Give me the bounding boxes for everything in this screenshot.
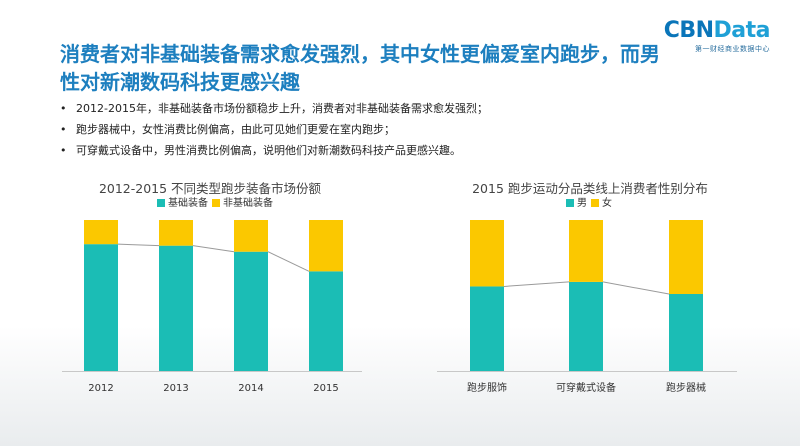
- chart1-x-tick-label: 2014: [238, 383, 263, 394]
- chart2-bar-bottom: [569, 281, 603, 371]
- background-fade: [0, 326, 800, 446]
- chart2-x-tick-label: 可穿戴式设备: [556, 381, 616, 394]
- chart2-legend-label: 女: [602, 196, 612, 209]
- chart1-x-tick-label: 2013: [163, 383, 188, 394]
- chart2-legend-swatch: [566, 199, 574, 207]
- chart1-bar-bottom: [309, 271, 343, 371]
- bullet-item: 2012-2015年，非基础装备市场份额稳步上升，消费者对非基础装备需求愈发强烈…: [60, 98, 488, 119]
- chart1-connector-line: [267, 251, 310, 272]
- chart2-bar-bottom: [470, 286, 504, 371]
- chart2-connector-line: [503, 281, 570, 287]
- bullet-list: 2012-2015年，非基础装备市场份额稳步上升，消费者对非基础装备需求愈发强烈…: [60, 98, 488, 161]
- chart2-x-tick-label: 跑步器械: [666, 381, 706, 394]
- chart1-title: 2012-2015 不同类型跑步装备市场份额: [98, 181, 322, 196]
- chart1-bar-top: [309, 220, 343, 272]
- chart1-legend-swatch: [157, 199, 165, 207]
- logo-text-cbn: CBN: [663, 18, 714, 43]
- logo-text-data: Data: [713, 18, 771, 43]
- chart1-bar-bottom: [84, 244, 118, 371]
- chart1-legend-swatch: [212, 199, 220, 207]
- chart1-bar-top: [159, 220, 193, 246]
- chart1-x-tick-label: 2015: [313, 383, 338, 394]
- chart1-bar-bottom: [234, 251, 268, 371]
- chart2-bar-top: [669, 220, 703, 294]
- slide-title: 消费者对非基础装备需求愈发强烈，其中女性更偏爱室内跑步，而男性对新潮数码科技更感…: [60, 42, 660, 94]
- chart1-legend-label: 基础装备: [168, 196, 208, 209]
- logo-subtitle: 第一财经商业数据中心: [695, 45, 770, 53]
- chart2-bar-top: [569, 220, 603, 282]
- chart2-title: 2015 跑步运动分品类线上消费者性别分布: [472, 181, 708, 196]
- chart1-bar-bottom: [159, 245, 193, 371]
- chart1-bar-top: [84, 220, 118, 245]
- bullet-item: 可穿戴式设备中，男性消费比例偏高，说明他们对新潮数码科技产品更感兴趣。: [60, 140, 488, 161]
- chart1-legend-label: 非基础装备: [223, 196, 273, 209]
- chart1-connector-line: [192, 245, 235, 253]
- chart2-bar-bottom: [669, 293, 703, 371]
- chart2-bar-top: [470, 220, 504, 287]
- chart2-connector-line: [602, 281, 670, 295]
- chart2-legend-label: 男: [577, 197, 587, 209]
- chart1-bar-top: [234, 220, 268, 252]
- chart2-legend-swatch: [591, 199, 599, 207]
- bullet-item: 跑步器械中，女性消费比例偏高，由此可见她们更爱在室内跑步；: [60, 119, 488, 140]
- chart1-x-tick-label: 2012: [88, 383, 113, 394]
- chart2-x-tick-label: 跑步服饰: [467, 381, 507, 394]
- chart1-connector-line: [117, 243, 160, 247]
- logo: CBNData 第一财经商业数据中心: [663, 18, 771, 54]
